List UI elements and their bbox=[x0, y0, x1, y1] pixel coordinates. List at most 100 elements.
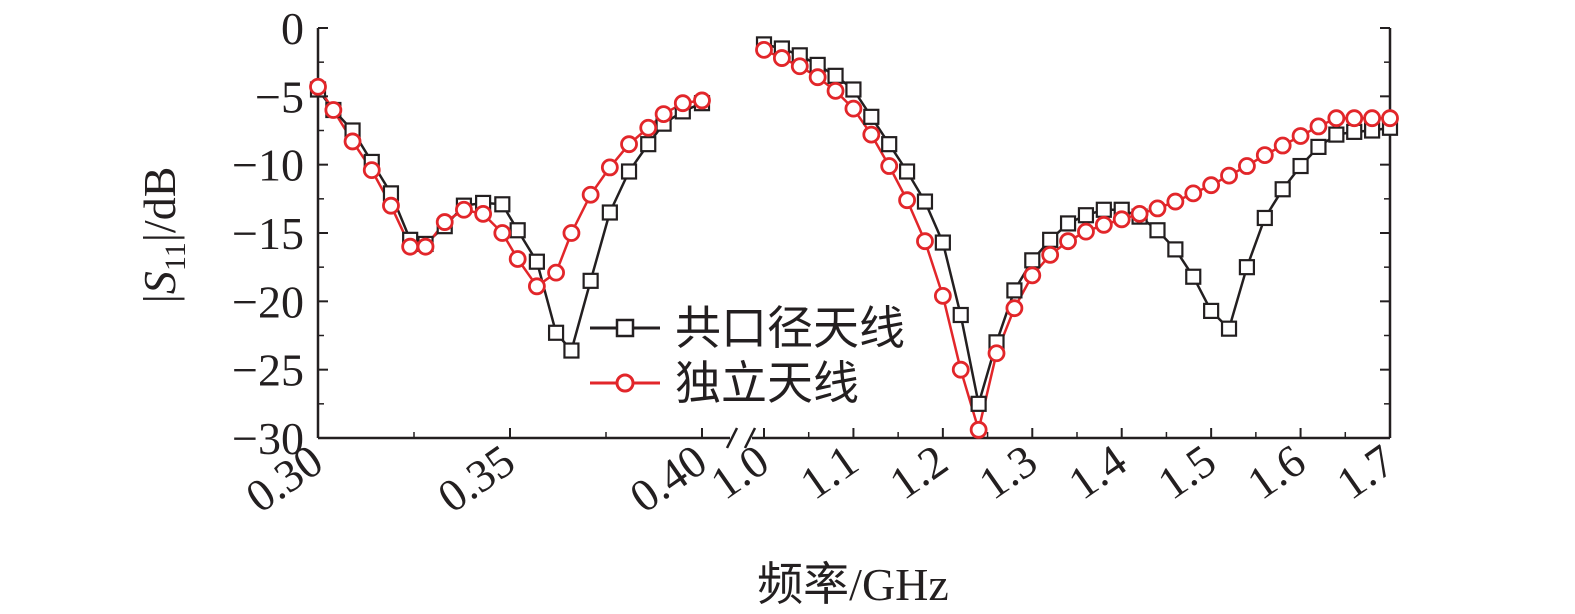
data-point-square bbox=[1167, 241, 1184, 258]
data-point-square bbox=[863, 108, 880, 125]
data-point-square bbox=[1059, 215, 1077, 232]
x-tick-label: 0.40 bbox=[621, 434, 716, 522]
data-point-square bbox=[1203, 302, 1220, 319]
series-line-shared-aperture bbox=[318, 88, 703, 352]
data-point-circle bbox=[673, 94, 692, 113]
data-point-square bbox=[881, 136, 898, 153]
data-point-circle bbox=[1238, 157, 1256, 175]
data-point-circle bbox=[862, 125, 881, 144]
data-point-circle bbox=[1130, 204, 1149, 223]
x-tick-label: 1.6 bbox=[1238, 434, 1314, 509]
series-line-independent bbox=[318, 86, 703, 288]
data-point-circle bbox=[1077, 222, 1095, 241]
data-point-circle bbox=[474, 204, 493, 223]
data-point-circle bbox=[969, 420, 988, 439]
data-point-square bbox=[845, 81, 862, 98]
data-point-circle bbox=[1255, 146, 1274, 165]
y-tick-label: −5 bbox=[255, 71, 304, 122]
axes bbox=[316, 27, 1392, 449]
data-point-circle bbox=[309, 77, 327, 96]
x-tick-label: 1.0 bbox=[701, 434, 777, 509]
y-tick-label: −25 bbox=[232, 345, 304, 396]
data-point-square bbox=[1238, 259, 1256, 276]
data-point-circle bbox=[1059, 232, 1077, 251]
data-point-circle bbox=[343, 132, 362, 151]
x-tick-label: 1.3 bbox=[970, 434, 1046, 509]
data-point-circle bbox=[508, 250, 527, 268]
data-point-circle bbox=[1309, 117, 1328, 136]
data-point-square bbox=[1006, 282, 1023, 299]
data-point-square bbox=[528, 253, 545, 270]
x-tick-label: 1.2 bbox=[880, 434, 956, 509]
data-point-circle bbox=[1273, 136, 1292, 155]
y-tick-label: −10 bbox=[232, 140, 304, 191]
data-point-square bbox=[563, 342, 580, 359]
data-point-circle bbox=[324, 101, 343, 119]
data-point-square bbox=[934, 234, 951, 251]
data-point-square bbox=[827, 67, 844, 84]
data-point-circle bbox=[654, 105, 673, 123]
data-point-circle bbox=[1148, 199, 1167, 218]
data-point-circle bbox=[455, 200, 473, 219]
data-point-square bbox=[1274, 181, 1291, 198]
axis-break-mark bbox=[743, 427, 757, 449]
data-point-square bbox=[1042, 231, 1059, 248]
data-point-circle bbox=[639, 118, 658, 137]
data-point-circle bbox=[416, 237, 435, 256]
data-point-circle bbox=[826, 81, 845, 100]
data-point-circle bbox=[493, 224, 512, 242]
data-point-circle bbox=[600, 158, 619, 177]
y-tick-label: −30 bbox=[232, 413, 304, 464]
data-point-square bbox=[620, 163, 638, 180]
x-tick-label: 1.4 bbox=[1059, 434, 1135, 509]
y-tick-label: −20 bbox=[232, 276, 304, 327]
data-point-circle bbox=[1327, 109, 1346, 128]
data-point-square bbox=[547, 324, 565, 341]
data-point-circle bbox=[808, 68, 827, 87]
data-point-circle bbox=[898, 191, 916, 210]
data-point-square bbox=[1292, 157, 1309, 175]
data-point-circle bbox=[1184, 184, 1203, 203]
data-markers bbox=[309, 36, 1399, 439]
data-point-circle bbox=[772, 49, 791, 67]
x-axis-label: 频率/GHz bbox=[757, 559, 949, 610]
data-point-circle bbox=[581, 185, 600, 204]
data-point-circle bbox=[527, 277, 546, 296]
legend-label-shared-aperture: 共口径天线 bbox=[675, 303, 905, 354]
data-point-square bbox=[582, 272, 599, 289]
data-point-circle bbox=[880, 157, 899, 175]
data-point-circle bbox=[1345, 109, 1364, 128]
data-point-circle bbox=[951, 360, 970, 379]
data-point-circle bbox=[1112, 210, 1131, 229]
legend-circle-marker bbox=[615, 373, 635, 393]
data-point-square bbox=[1310, 138, 1327, 155]
data-point-circle bbox=[933, 286, 952, 305]
legend: 共口径天线 独立天线 bbox=[590, 303, 905, 409]
data-point-square bbox=[1095, 201, 1112, 218]
data-point-circle bbox=[362, 161, 381, 180]
data-point-square bbox=[916, 193, 934, 210]
data-point-square bbox=[1185, 268, 1202, 285]
data-point-circle bbox=[1220, 166, 1238, 185]
legend-square-marker bbox=[615, 318, 635, 338]
data-point-circle bbox=[620, 135, 638, 154]
y-axis-label: |S11|/dB bbox=[134, 167, 192, 304]
data-point-square bbox=[1077, 207, 1095, 224]
data-point-circle bbox=[382, 196, 400, 215]
legend-label-independent: 独立天线 bbox=[675, 358, 859, 409]
data-point-square bbox=[898, 163, 916, 180]
data-point-circle bbox=[916, 232, 934, 251]
svg-text:|S11|/dB: |S11|/dB bbox=[134, 167, 192, 304]
data-point-circle bbox=[844, 99, 863, 118]
data-point-circle bbox=[1023, 266, 1042, 285]
data-point-circle bbox=[693, 91, 711, 110]
x-tick-label: 1.1 bbox=[791, 434, 867, 509]
data-point-circle bbox=[1291, 127, 1310, 145]
data-point-circle bbox=[1094, 215, 1113, 234]
data-point-circle bbox=[755, 40, 773, 59]
data-point-circle bbox=[435, 213, 454, 231]
x-tick-label: 0.35 bbox=[429, 434, 524, 522]
data-point-square bbox=[494, 196, 511, 213]
data-point-square bbox=[601, 204, 618, 221]
